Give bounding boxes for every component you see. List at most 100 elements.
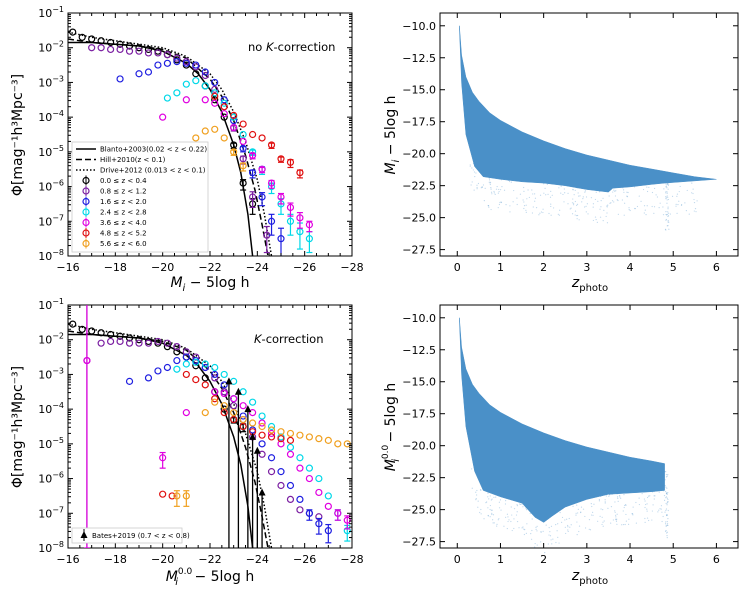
outlier-point <box>524 529 526 531</box>
curve-Blanto+2003 <box>68 333 254 548</box>
data-point <box>163 339 171 347</box>
y-axis-label: Φ[mag⁻¹h³Mpc⁻³] <box>10 74 26 196</box>
outlier-point <box>534 200 536 202</box>
outlier-point <box>477 506 479 508</box>
outlier-point <box>611 493 613 495</box>
data-point <box>230 111 238 120</box>
outlier-point <box>500 201 502 203</box>
axes-frame <box>439 304 739 549</box>
outlier-point <box>525 204 527 206</box>
outlier-point <box>585 205 587 207</box>
data-point <box>173 348 181 356</box>
data-point <box>182 360 190 368</box>
outlier-point <box>552 538 554 540</box>
data-point <box>201 82 209 90</box>
outlier-point <box>666 183 669 185</box>
data-point <box>135 47 143 55</box>
data-point <box>159 113 167 121</box>
outlier-point <box>492 522 494 524</box>
outlier-point <box>534 542 536 545</box>
outlier-point <box>523 205 526 207</box>
outlier-point <box>621 199 623 201</box>
outlier-point <box>615 190 617 192</box>
outlier-point <box>666 521 668 523</box>
outlier-point <box>665 509 667 511</box>
outlier-point <box>612 191 614 193</box>
data-point <box>239 144 247 152</box>
outlier-point <box>622 187 624 189</box>
outlier-point <box>547 543 549 545</box>
data-point <box>286 450 295 458</box>
outlier-point <box>513 518 515 520</box>
outlier-point <box>523 528 525 530</box>
data-point <box>296 454 304 462</box>
data-point <box>211 363 219 372</box>
legend-box <box>71 141 209 253</box>
outlier-point <box>570 207 572 209</box>
outlier-point <box>665 497 667 499</box>
outlier-point <box>604 499 606 501</box>
data-point <box>97 37 105 45</box>
outlier-point <box>664 228 667 230</box>
outlier-point <box>641 493 643 495</box>
data-point <box>125 334 134 342</box>
outlier-point <box>619 495 621 497</box>
data-point <box>154 367 162 375</box>
y-tick-label: −20.0 <box>402 440 436 453</box>
outlier-point <box>576 214 578 217</box>
outlier-point <box>485 502 487 504</box>
outlier-point <box>555 524 557 526</box>
outlier-point <box>632 514 634 516</box>
y-tick-label: 10−8 <box>38 248 64 263</box>
outlier-point <box>476 494 478 496</box>
outlier-point <box>616 496 619 498</box>
outlier-point <box>480 508 482 511</box>
outlier-point <box>624 523 626 526</box>
outlier-point <box>490 208 492 211</box>
outlier-point <box>565 532 567 535</box>
data-point <box>144 45 153 54</box>
outlier-point <box>534 197 537 199</box>
outlier-point <box>623 191 625 193</box>
data-point <box>277 435 285 443</box>
outlier-point <box>604 501 606 503</box>
outlier-point <box>658 491 660 493</box>
outlier-point <box>622 510 624 512</box>
outlier-point <box>597 520 599 522</box>
data-point <box>249 419 257 427</box>
data-point <box>173 492 181 500</box>
x-axis-label: zphoto <box>571 275 608 294</box>
outlier-point <box>617 199 619 202</box>
outlier-point <box>684 202 686 204</box>
outlier-point <box>667 225 669 227</box>
outlier-point <box>664 523 667 525</box>
data-point <box>211 89 219 97</box>
data-point <box>267 433 276 441</box>
outlier-point <box>548 527 550 529</box>
data-point <box>249 398 257 406</box>
outlier-point <box>584 190 587 192</box>
outlier-point <box>545 524 547 526</box>
data-point <box>220 370 228 379</box>
data-point <box>286 217 295 225</box>
outlier-point <box>570 524 572 526</box>
y-tick-label: 10−7 <box>38 213 64 228</box>
outlier-point <box>550 205 552 208</box>
point-cloud-area <box>459 317 665 523</box>
outlier-point <box>571 213 574 215</box>
outlier-point <box>665 218 668 221</box>
outlier-point <box>549 535 552 537</box>
outlier-point <box>575 512 577 514</box>
outlier-point <box>665 530 667 532</box>
y-axis-label: M0.0i − 5log h <box>381 383 402 471</box>
outlier-point <box>665 470 667 473</box>
outlier-point <box>491 512 493 514</box>
data-point <box>286 436 295 444</box>
data-point <box>296 214 304 222</box>
outlier-point <box>600 206 602 208</box>
outlier-point <box>614 518 617 520</box>
legend-label: 0.0 ≤ z < 0.4 <box>100 177 147 185</box>
outlier-point <box>653 490 655 493</box>
outlier-point <box>496 523 498 525</box>
outlier-point <box>666 213 669 215</box>
